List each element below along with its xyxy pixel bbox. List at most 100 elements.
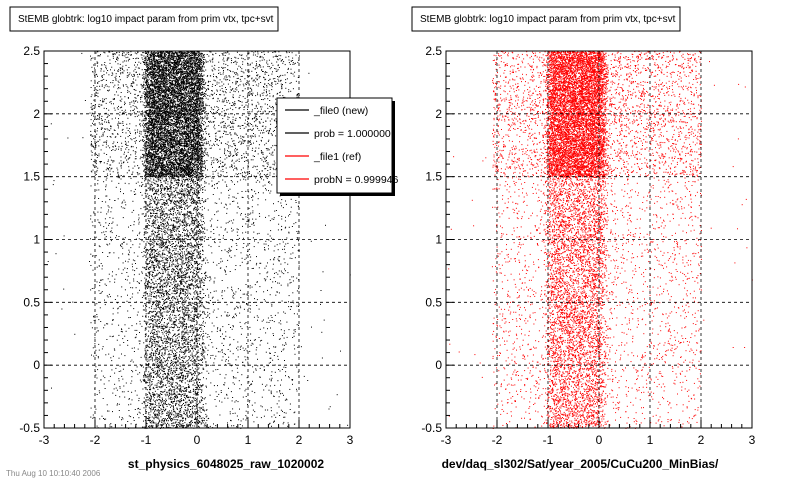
data-point — [150, 94, 151, 95]
data-point — [184, 132, 185, 133]
data-point — [196, 157, 197, 158]
data-point — [147, 115, 148, 116]
data-point — [198, 124, 199, 125]
data-point — [152, 97, 153, 98]
data-point — [149, 91, 150, 92]
data-point — [178, 127, 179, 128]
data-point — [166, 104, 167, 105]
data-point — [203, 55, 204, 56]
data-point — [172, 159, 173, 160]
data-point — [192, 55, 193, 56]
data-point — [206, 148, 207, 149]
data-point — [197, 97, 198, 98]
data-point — [158, 174, 159, 175]
data-point — [179, 52, 180, 53]
data-point — [198, 129, 199, 130]
data-point — [177, 151, 178, 152]
data-point — [203, 59, 204, 60]
data-point — [198, 97, 199, 98]
data-point — [166, 94, 167, 95]
data-point — [177, 81, 178, 82]
data-point — [201, 130, 202, 131]
data-point — [170, 139, 171, 140]
data-point — [157, 123, 158, 124]
data-point — [161, 169, 162, 170]
data-point — [193, 128, 194, 129]
data-point — [161, 156, 162, 157]
data-point — [201, 104, 202, 105]
data-point — [184, 105, 185, 106]
data-point — [199, 71, 200, 72]
data-point — [179, 148, 180, 149]
data-point — [169, 165, 170, 166]
data-point — [144, 162, 145, 163]
data-point — [149, 123, 150, 124]
data-point — [175, 69, 176, 70]
data-point — [156, 76, 157, 77]
data-point — [187, 145, 188, 146]
data-point — [155, 89, 156, 90]
data-point — [149, 172, 150, 173]
data-point — [168, 165, 169, 166]
data-point — [156, 55, 157, 56]
data-point — [198, 160, 199, 161]
data-point — [194, 84, 195, 85]
data-point — [156, 128, 157, 129]
data-point — [193, 52, 194, 53]
data-point — [203, 154, 204, 155]
data-point — [182, 163, 183, 164]
data-point — [162, 113, 163, 114]
data-point — [156, 102, 157, 103]
data-point — [202, 123, 203, 124]
data-point — [159, 101, 160, 102]
data-point — [169, 172, 170, 173]
data-point — [175, 87, 176, 88]
data-point — [162, 138, 163, 139]
data-point — [180, 174, 181, 175]
data-point — [154, 57, 155, 58]
data-point — [185, 52, 186, 53]
data-point — [180, 112, 181, 113]
data-point — [183, 157, 184, 158]
data-point — [199, 120, 200, 121]
data-point — [196, 80, 197, 81]
data-point — [179, 110, 180, 111]
data-point — [149, 64, 150, 65]
data-point — [188, 86, 189, 87]
data-point — [188, 97, 189, 98]
data-point — [188, 158, 189, 159]
data-point — [165, 91, 166, 92]
data-point — [163, 162, 164, 163]
data-point — [202, 145, 203, 146]
data-point — [192, 146, 193, 147]
data-point — [165, 103, 166, 104]
data-point — [171, 141, 172, 142]
data-point — [145, 133, 146, 134]
data-point — [202, 120, 203, 121]
data-point — [204, 71, 205, 72]
data-point — [167, 94, 168, 95]
data-point — [148, 65, 149, 66]
data-point — [156, 101, 157, 102]
data-point — [171, 54, 172, 55]
data-point — [147, 136, 148, 137]
data-point — [195, 152, 196, 153]
data-point — [148, 153, 149, 154]
data-point — [169, 52, 170, 53]
data-point — [156, 110, 157, 111]
data-point — [198, 104, 199, 105]
data-point — [162, 120, 163, 121]
data-point — [202, 100, 203, 101]
data-point — [197, 138, 198, 139]
data-point — [149, 79, 150, 80]
data-point — [186, 102, 187, 103]
data-point — [180, 149, 181, 150]
data-point — [187, 58, 188, 59]
data-point — [151, 56, 152, 57]
data-point — [177, 93, 178, 94]
data-point — [176, 137, 177, 138]
data-point — [143, 93, 144, 94]
data-point — [195, 85, 196, 86]
data-point — [163, 110, 164, 111]
data-point — [193, 67, 194, 68]
